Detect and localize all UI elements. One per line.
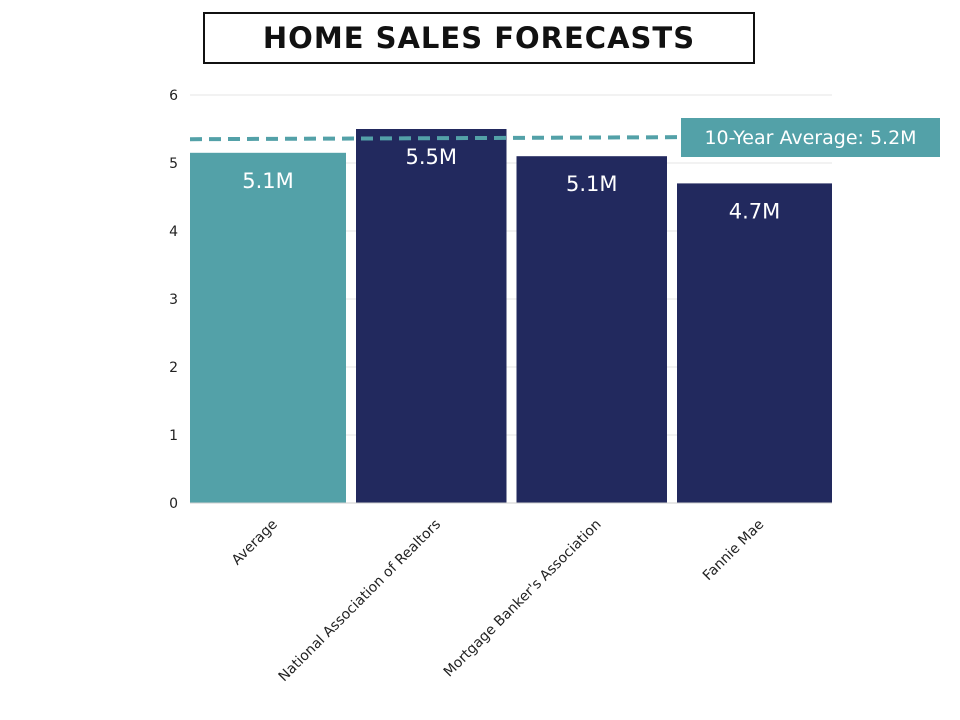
x-category-label: Mortgage Banker's Association — [441, 517, 605, 681]
reference-line-label: 10-Year Average: 5.2M — [704, 126, 917, 149]
y-tick-label: 5 — [169, 156, 178, 172]
bar — [677, 183, 832, 503]
bar-data-label: 5.1M — [566, 172, 618, 196]
y-tick-label: 3 — [169, 292, 178, 308]
y-tick-label: 0 — [169, 496, 178, 512]
y-tick-label: 1 — [169, 428, 178, 444]
reference-line — [189, 135, 684, 142]
reference-label-background — [681, 118, 940, 157]
y-tick-label: 6 — [169, 88, 178, 104]
x-category-label: Average — [229, 517, 281, 569]
bar — [190, 152, 346, 504]
y-tick-label: 2 — [169, 360, 178, 376]
x-category-label: Fannie Mae — [700, 517, 767, 584]
bar-data-label: 4.7M — [729, 199, 781, 223]
chart-title-box: HOME SALES FORECASTS — [203, 12, 755, 64]
chart-title: HOME SALES FORECASTS — [262, 21, 696, 55]
reference-line-label-box: 10-Year Average: 5.2M — [681, 118, 940, 157]
bar-data-label: 5.1M — [242, 169, 294, 193]
bar-data-label: 5.5M — [405, 145, 457, 169]
x-category-label: National Association of Realtors — [276, 517, 444, 685]
y-tick-label: 4 — [169, 224, 178, 240]
bar — [356, 129, 507, 503]
bar — [516, 156, 667, 503]
